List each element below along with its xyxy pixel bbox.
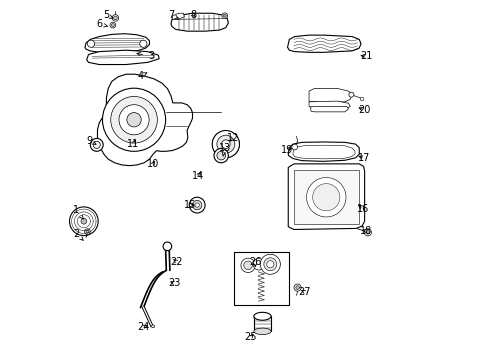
Circle shape: [151, 325, 154, 328]
Text: 13: 13: [218, 143, 230, 156]
Circle shape: [81, 219, 86, 224]
Circle shape: [87, 40, 94, 47]
Bar: [253, 316, 270, 331]
Text: 8: 8: [190, 10, 196, 20]
Circle shape: [126, 113, 141, 127]
Circle shape: [84, 229, 90, 234]
Circle shape: [195, 203, 199, 207]
Circle shape: [217, 151, 225, 160]
Text: 12: 12: [226, 133, 239, 143]
Circle shape: [306, 177, 346, 217]
Text: 6: 6: [96, 19, 108, 29]
Circle shape: [348, 92, 353, 97]
Text: 14: 14: [191, 171, 203, 181]
Text: 7: 7: [167, 10, 178, 20]
Text: 19: 19: [281, 144, 293, 154]
Text: 20: 20: [358, 105, 370, 115]
Circle shape: [163, 242, 171, 251]
Circle shape: [93, 141, 100, 148]
Polygon shape: [85, 34, 149, 53]
Polygon shape: [310, 107, 348, 112]
Circle shape: [69, 207, 98, 235]
Circle shape: [221, 140, 230, 148]
Polygon shape: [293, 170, 359, 224]
Text: 23: 23: [168, 278, 181, 288]
Circle shape: [241, 258, 255, 273]
Circle shape: [90, 138, 103, 151]
Polygon shape: [308, 89, 351, 103]
Ellipse shape: [253, 312, 270, 320]
Polygon shape: [171, 13, 228, 31]
Circle shape: [360, 97, 363, 101]
Circle shape: [253, 258, 264, 270]
Circle shape: [312, 184, 339, 211]
Circle shape: [111, 24, 114, 27]
Circle shape: [212, 131, 239, 158]
Ellipse shape: [253, 328, 270, 334]
Bar: [233, 252, 289, 305]
Circle shape: [214, 148, 228, 163]
Polygon shape: [287, 142, 359, 161]
Circle shape: [119, 105, 149, 135]
Circle shape: [223, 14, 226, 17]
Circle shape: [102, 88, 165, 151]
Circle shape: [110, 22, 116, 28]
Circle shape: [222, 13, 227, 19]
Polygon shape: [97, 74, 192, 166]
Text: 1: 1: [73, 206, 83, 219]
Circle shape: [260, 254, 280, 274]
Text: 5: 5: [103, 10, 113, 20]
Circle shape: [293, 284, 301, 291]
Circle shape: [266, 261, 273, 268]
Text: 27: 27: [298, 287, 310, 297]
Text: 3: 3: [137, 51, 154, 61]
Circle shape: [112, 15, 119, 21]
Text: 18: 18: [360, 226, 372, 236]
Text: 10: 10: [146, 159, 159, 169]
Text: 11: 11: [127, 139, 139, 149]
Circle shape: [113, 16, 117, 20]
Circle shape: [244, 261, 252, 270]
Circle shape: [264, 258, 276, 271]
Circle shape: [140, 40, 147, 47]
Polygon shape: [287, 164, 364, 229]
Text: 17: 17: [358, 153, 370, 163]
Circle shape: [192, 201, 202, 210]
Circle shape: [291, 144, 297, 150]
Polygon shape: [86, 50, 159, 64]
Text: 21: 21: [360, 51, 372, 61]
Text: 25: 25: [244, 332, 257, 342]
Text: 16: 16: [357, 204, 369, 214]
Text: 9: 9: [86, 136, 96, 145]
Polygon shape: [172, 13, 184, 19]
Text: 4: 4: [137, 71, 146, 81]
Polygon shape: [287, 35, 360, 52]
Circle shape: [366, 230, 369, 234]
Circle shape: [217, 135, 234, 153]
Polygon shape: [292, 145, 354, 159]
Text: 24: 24: [137, 322, 149, 332]
Text: 2: 2: [73, 229, 83, 240]
Polygon shape: [308, 101, 349, 109]
Text: 15: 15: [183, 200, 196, 210]
Circle shape: [295, 286, 299, 289]
Circle shape: [364, 229, 371, 236]
Text: 26: 26: [248, 257, 261, 267]
Circle shape: [110, 96, 157, 143]
Circle shape: [189, 197, 204, 213]
Text: 22: 22: [170, 257, 182, 267]
Circle shape: [86, 230, 89, 233]
